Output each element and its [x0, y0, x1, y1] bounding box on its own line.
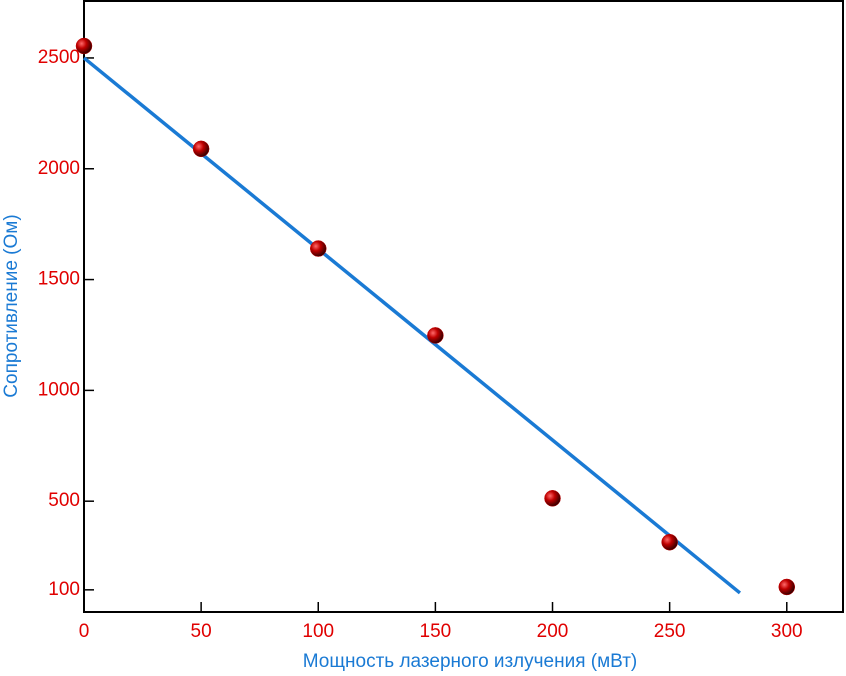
y-axis-title: Сопротивление (Ом) [1, 214, 22, 397]
y-tick-label: 500 [48, 490, 80, 511]
y-tick-label: 100 [48, 579, 80, 600]
data-point [661, 533, 678, 551]
y-tick-label: 2500 [38, 47, 80, 68]
data-point [427, 327, 444, 344]
x-tick-label: 150 [420, 621, 452, 642]
data-point [192, 140, 210, 158]
x-tick-label: 50 [191, 621, 212, 642]
x-axis-title: Мощность лазерного излучения (мВт) [303, 651, 637, 672]
y-tick-label: 1000 [38, 379, 80, 400]
x-tick-label: 100 [302, 621, 334, 642]
x-tick-label: 300 [771, 621, 803, 642]
data-point [544, 490, 561, 507]
fit-line [82, 56, 742, 595]
data-point [778, 578, 796, 596]
data-point [310, 240, 327, 257]
plot-frame [83, 0, 844, 613]
x-tick-label: 200 [537, 621, 569, 642]
y-tick-label: 2000 [38, 158, 80, 179]
x-tick-label: 0 [79, 621, 90, 642]
y-tick-label: 1500 [38, 269, 80, 290]
x-tick-label: 250 [654, 621, 686, 642]
data-point [75, 37, 93, 55]
